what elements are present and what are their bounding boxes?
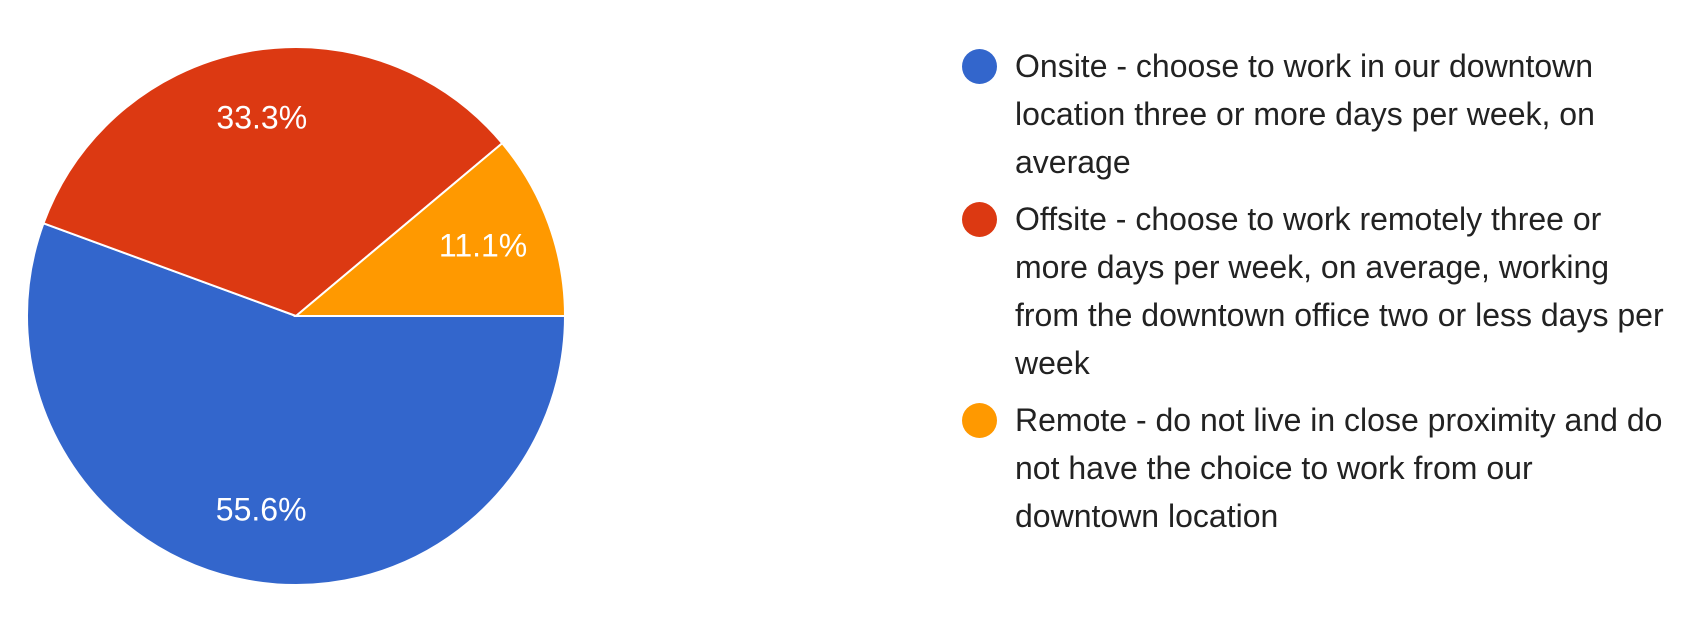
legend-item: Remote - do not live in close proximity …: [960, 396, 1670, 540]
slice-label: 55.6%: [216, 491, 307, 527]
legend-label: Onsite - choose to work in our downtown …: [1015, 48, 1595, 180]
pie-chart: 55.6% 33.3% 11.1%: [26, 46, 567, 586]
slice-label: 33.3%: [216, 99, 307, 135]
legend-swatch: [962, 202, 997, 237]
pie-slice: [26, 222, 567, 586]
legend: Onsite - choose to work in our downtown …: [960, 42, 1670, 549]
legend-label: Offsite - choose to work remotely three …: [1015, 201, 1664, 381]
legend-label: Remote - do not live in close proximity …: [1015, 402, 1663, 534]
legend-swatch: [962, 403, 997, 438]
legend-item: Onsite - choose to work in our downtown …: [960, 42, 1670, 186]
legend-item: Offsite - choose to work remotely three …: [960, 195, 1670, 387]
legend-swatch: [962, 49, 997, 84]
pie-slice: [42, 46, 504, 318]
pie-slice: [293, 141, 567, 317]
slice-label: 11.1%: [439, 227, 527, 263]
